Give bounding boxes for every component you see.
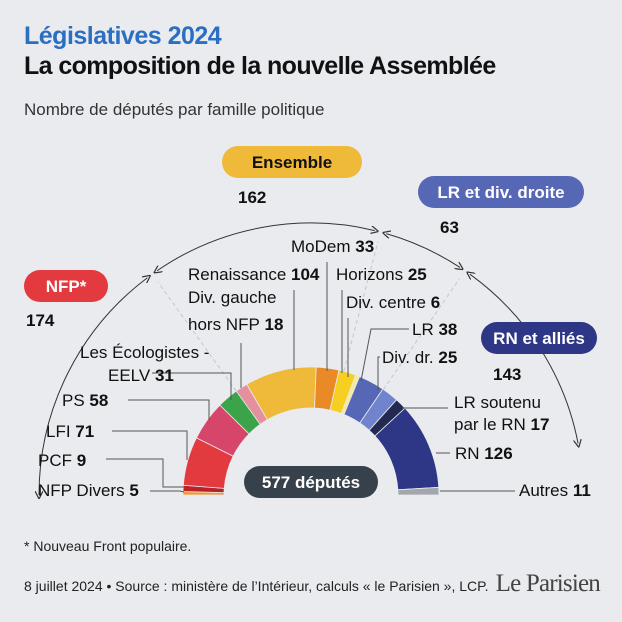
bloc-divider (343, 241, 379, 372)
footnote: * Nouveau Front populaire. (24, 538, 192, 554)
bloc-label: LR et div. droite (437, 183, 564, 202)
party-label-ps: PS 58 (62, 391, 108, 410)
party-label-nfp-divers: NFP Divers 5 (38, 481, 139, 500)
party-label-modem: MoDem 33 (291, 237, 374, 256)
party-label-renaissance: Renaissance 104 (188, 265, 320, 284)
party-label-rn: RN 126 (455, 444, 513, 463)
bloc-arc-ensemble (157, 222, 375, 271)
total-badge (244, 466, 378, 498)
bloc-label: NFP* (46, 277, 87, 296)
bloc-badge-rn-et-allies (481, 322, 597, 354)
leader-line (112, 430, 188, 460)
party-label-lr-soutenu-par-le-rn: LR soutenu (454, 393, 541, 412)
party-label-autres: Autres 11 (519, 481, 591, 500)
bloc-arc-nfp (39, 278, 147, 495)
party-label-les-ecologistes-eelv: EELV 31 (108, 366, 174, 385)
bloc-total: 174 (26, 311, 55, 330)
leader-line (152, 372, 232, 400)
leader-line (106, 458, 184, 488)
party-label-div-dr: Div. dr. 25 (382, 348, 457, 367)
party-label-div-centre: Div. centre 6 (346, 293, 440, 312)
bloc-divider (383, 278, 460, 390)
bloc-label: Ensemble (252, 153, 332, 172)
leader-line (150, 490, 185, 493)
bloc-total: 63 (440, 218, 459, 237)
kicker-title: Législatives 2024 (24, 22, 222, 50)
party-label-lfi: LFI 71 (46, 422, 94, 441)
bloc-badge-ensemble (222, 146, 362, 178)
bloc-label: RN et alliés (493, 329, 585, 348)
segment-autres (397, 486, 440, 496)
page-title: La composition de la nouvelle Assemblée (24, 52, 496, 80)
party-label-pcf: PCF 9 (38, 451, 86, 470)
party-label-horizons: Horizons 25 (336, 265, 427, 284)
bloc-total: 143 (493, 365, 521, 384)
party-label-div-gauche-hors-nfp: Div. gauche (188, 288, 277, 307)
party-label-lr-soutenu-par-le-rn: par le RN 17 (454, 415, 549, 434)
source-line: 8 juillet 2024 • Source : ministère de l… (24, 578, 489, 594)
leader-line (128, 399, 210, 420)
chart-subtitle: Nombre de députés par famille politique (24, 100, 325, 119)
party-label-lr: LR 38 (412, 320, 457, 339)
bloc-badge-nfp (24, 270, 108, 302)
party-label-les-ecologistes-eelv: Les Écologistes - (80, 343, 209, 362)
party-label-div-gauche-hors-nfp: hors NFP 18 (188, 315, 283, 334)
leader-line (360, 328, 409, 382)
le-parisien-logo: Le Parisien (495, 570, 601, 597)
leader-line (377, 356, 380, 390)
total-label: 577 députés (262, 473, 360, 492)
bloc-total: 162 (238, 188, 266, 207)
bloc-badge-lr-et-div-droite (418, 176, 584, 208)
bloc-arc-lr-et-div-droite (386, 234, 460, 268)
